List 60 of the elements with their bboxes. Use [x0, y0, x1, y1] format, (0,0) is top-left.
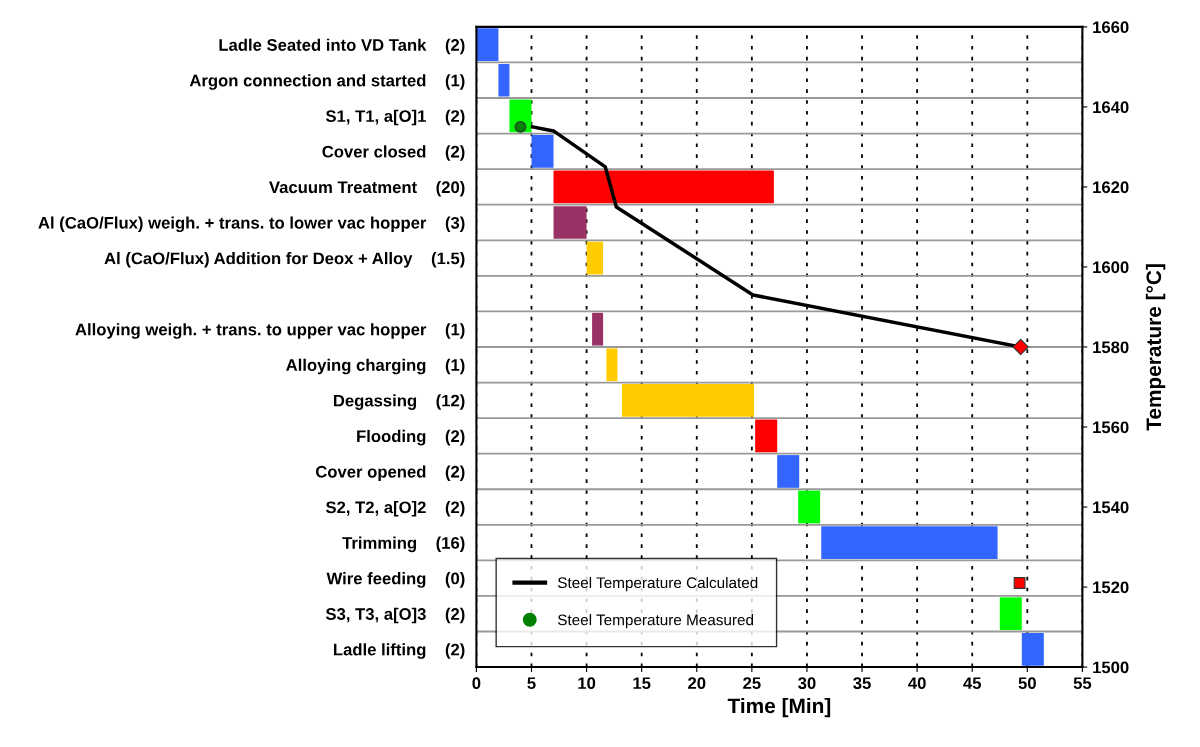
y-tick-label: Wire feeding (0) — [326, 572, 465, 588]
x-tick-label: 15 — [633, 677, 651, 690]
y-tick-label: Alloying weigh. + trans. to upper vac hopper (1) — [75, 323, 465, 339]
y-tick-label: Ladle lifting (2) — [334, 643, 465, 659]
y-tick-label: Vacuum Treatment (20) — [269, 180, 465, 197]
x-tick-label: 45 — [963, 677, 982, 690]
bar — [621, 383, 755, 417]
y-tick-label: S1, T1, a[O]1 (2) — [325, 109, 465, 126]
point — [514, 120, 527, 133]
y-tick-label: 1640 — [1093, 101, 1129, 114]
x-tick-label: 50 — [1018, 677, 1036, 690]
y-tick-label: 1600 — [1093, 261, 1129, 274]
y-tick-label: S2, T2, a[O]2 (2) — [325, 500, 465, 517]
y-axis-title: Temperature [°C] — [1145, 264, 1166, 431]
bar — [531, 135, 554, 168]
x-tick-label: 55 — [1073, 677, 1092, 690]
x-tick-label: 10 — [578, 677, 596, 690]
bar — [755, 419, 778, 453]
y-tick-label: Cover opened (2) — [315, 465, 465, 481]
y-tick-label: S3, T3, a[O]3 (2) — [325, 607, 465, 624]
bar — [798, 490, 821, 524]
y-tick-label: Argon connection and started (1) — [189, 74, 465, 90]
point — [1012, 338, 1029, 356]
y-tick-label: 1520 — [1093, 581, 1129, 594]
bar — [553, 206, 587, 239]
bar — [586, 241, 604, 275]
legend-label: Steel Temperature Calculated — [557, 576, 758, 592]
x-tick-label: 0 — [472, 677, 481, 690]
y-tick-label: Ladle Seated into VD Tank (2) — [219, 38, 465, 55]
y-tick-label: 1580 — [1093, 341, 1129, 354]
y-tick-label: 1620 — [1093, 181, 1129, 194]
x-axis-title: Time [Min] — [727, 697, 831, 718]
bar — [1021, 632, 1044, 666]
x-tick-label: 20 — [688, 677, 706, 690]
x-tick-label: 35 — [853, 677, 871, 690]
y-tick-label: Degassing (12) — [333, 394, 465, 410]
y-tick-label: 1660 — [1093, 21, 1129, 34]
bar — [606, 348, 618, 382]
y-tick-label: 1540 — [1093, 501, 1129, 514]
y-tick-label: 1560 — [1093, 421, 1129, 434]
y-tick-label: Alloying charging (1) — [286, 358, 465, 375]
x-tick-label: 25 — [743, 677, 761, 690]
bar — [553, 170, 774, 204]
y-tick-label: Al (CaO/Flux) Addition for Deox + Alloy (1.5) — [104, 252, 465, 268]
x-tick-label: 40 — [908, 677, 926, 690]
y-tick-label: Flooding (2) — [357, 429, 465, 446]
bar — [777, 455, 800, 488]
y-tick-label: Cover closed (2) — [322, 145, 465, 161]
y-tick-label: 1500 — [1093, 661, 1129, 674]
bar — [821, 526, 998, 559]
bar — [498, 63, 510, 97]
y-tick-label: Trimming (16) — [342, 536, 465, 553]
point — [1013, 577, 1026, 589]
x-tick-label: 30 — [798, 677, 816, 690]
bar — [592, 312, 604, 346]
bar — [476, 28, 499, 62]
y-tick-label: Al (CaO/Flux) weigh. + trans. to lower vac hopper (3) — [38, 216, 465, 233]
bar — [999, 597, 1022, 631]
legend-label: Steel Temperature Measured — [557, 614, 754, 629]
x-tick-label: 5 — [527, 677, 536, 690]
